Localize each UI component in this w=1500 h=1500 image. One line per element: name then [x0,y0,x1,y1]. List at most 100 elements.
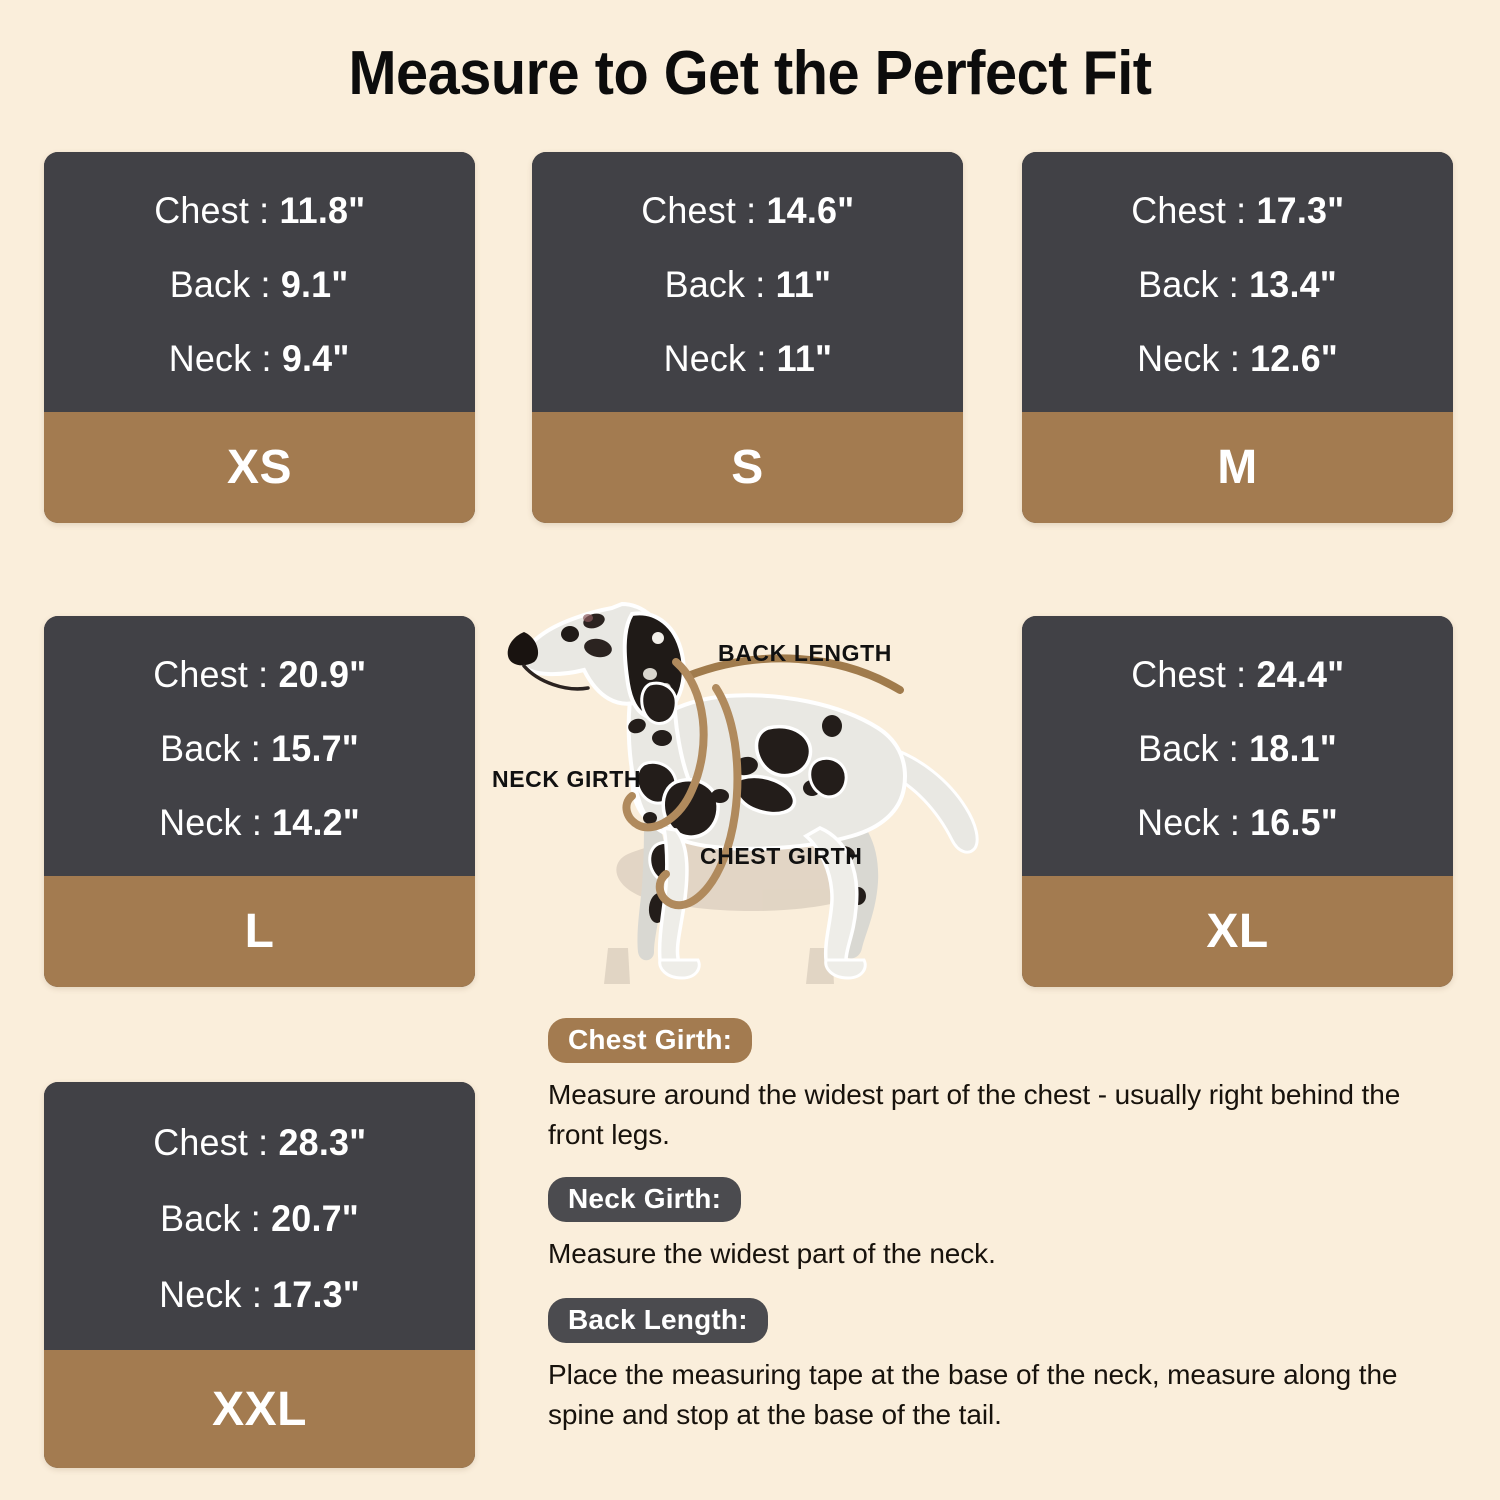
spec-neck: Neck : 9.4" [169,338,350,380]
neck-girth-loop [622,658,708,832]
spec-neck-label: Neck : [159,1274,273,1315]
spec-chest: Chest : 20.9" [153,654,366,696]
badge-back-length: Back Length: [548,1298,768,1344]
spec-neck-value: 17.3" [272,1274,360,1315]
dog-nose [507,632,539,666]
spec-neck: Neck : 12.6" [1137,338,1338,380]
spec-chest-label: Chest : [1130,654,1257,695]
spec-chest-value: 20.9" [278,654,367,695]
spec-back-label: Back : [1138,264,1250,305]
spec-chest-label: Chest : [640,190,767,231]
size-card-band: XL [1022,876,1453,987]
spec-neck-label: Neck : [1137,338,1251,379]
size-card-specs: Chest : 24.4" Back : 18.1" Neck : 16.5" [1022,616,1453,876]
instruction-text-chest-girth: Measure around the widest part of the ch… [548,1079,1401,1151]
spec-chest-value: 17.3" [1256,190,1345,231]
dog-eye [561,626,579,642]
size-card-specs: Chest : 17.3" Back : 13.4" Neck : 12.6" [1022,152,1453,412]
spec-chest-label: Chest : [152,654,279,695]
spec-back-value: 13.4" [1249,264,1337,305]
spec-neck-value: 9.4" [282,338,350,379]
size-card-xs: Chest : 11.8" Back : 9.1" Neck : 9.4" XS [44,152,475,523]
spec-back-value: 9.1" [281,264,349,305]
size-card-band: XS [44,412,475,523]
spec-back-value: 18.1" [1249,728,1337,769]
spec-chest: Chest : 28.3" [153,1122,366,1164]
spec-back: Back : 18.1" [1138,728,1337,770]
size-card-m: Chest : 17.3" Back : 13.4" Neck : 12.6" … [1022,152,1453,523]
spec-chest-value: 28.3" [278,1122,367,1163]
spec-back-label: Back : [160,1198,272,1239]
spec-back: Back : 13.4" [1138,264,1337,306]
spec-chest-label: Chest : [1130,190,1257,231]
size-card-band: L [44,876,475,987]
spec-chest: Chest : 14.6" [641,190,854,232]
size-card-specs: Chest : 20.9" Back : 15.7" Neck : 14.2" [44,616,475,876]
dog-tail [882,744,979,854]
spec-back-value: 15.7" [271,728,359,769]
spec-chest: Chest : 24.4" [1131,654,1344,696]
size-card-specs: Chest : 28.3" Back : 20.7" Neck : 17.3" [44,1082,475,1350]
size-card-label: M [1217,441,1258,494]
size-card-xl: Chest : 24.4" Back : 18.1" Neck : 16.5" … [1022,616,1453,987]
spec-back-value: 20.7" [271,1198,359,1239]
spec-neck-value: 16.5" [1250,802,1338,843]
size-card-label: XS [226,441,293,494]
size-card-xxl: Chest : 28.3" Back : 20.7" Neck : 17.3" … [44,1082,475,1468]
dog-illustration-icon [507,601,979,984]
size-card-band: M [1022,412,1453,523]
back-length-arc [684,654,904,694]
spec-chest: Chest : 17.3" [1131,190,1344,232]
size-card-band: XXL [44,1350,475,1468]
spec-chest-value: 11.8" [279,190,366,231]
spec-neck-label: Neck : [159,802,273,843]
chest-girth-loop [655,684,742,910]
spec-neck-value: 14.2" [272,802,360,843]
label-chest-girth: CHEST GIRTH [700,843,863,869]
spec-neck-label: Neck : [663,338,777,379]
instruction-text-back-length: Place the measuring tape at the base of … [548,1359,1398,1431]
spec-back: Back : 20.7" [160,1198,359,1240]
label-back-length: BACK LENGTH [718,640,892,666]
instruction-neck-girth: Neck Girth: Measure the widest part of t… [548,1176,1458,1274]
spec-back-label: Back : [160,728,272,769]
spec-neck: Neck : 11" [663,338,832,380]
spec-neck-value: 12.6" [1250,338,1338,379]
instruction-chest-girth: Chest Girth: Measure around the widest p… [548,1018,1458,1155]
page-title: Measure to Get the Perfect Fit [348,39,1152,108]
size-card-label: XL [1206,905,1269,958]
spec-neck-label: Neck : [169,338,283,379]
size-card-label: L [244,905,275,958]
spec-back-label: Back : [1138,728,1250,769]
spec-back: Back : 11" [664,264,831,306]
size-card-s: Chest : 14.6" Back : 11" Neck : 11" S [532,152,963,523]
dog-measurement-diagram [480,596,1025,996]
spec-back: Back : 15.7" [160,728,359,770]
spec-chest-value: 14.6" [766,190,855,231]
spec-chest-label: Chest : [153,190,280,231]
size-card-l: Chest : 20.9" Back : 15.7" Neck : 14.2" … [44,616,475,987]
spec-neck-value: 11" [776,338,832,379]
spec-neck: Neck : 14.2" [159,802,360,844]
spec-neck: Neck : 16.5" [1137,802,1338,844]
spec-chest-label: Chest : [152,1122,279,1163]
instruction-text-neck-girth: Measure the widest part of the neck. [548,1238,996,1270]
size-card-specs: Chest : 11.8" Back : 9.1" Neck : 9.4" [44,152,475,412]
badge-neck-girth: Neck Girth: [548,1176,742,1223]
spec-neck-label: Neck : [1137,802,1251,843]
spec-back-value: 11" [775,264,831,305]
size-card-label: S [731,441,764,494]
instruction-back-length: Back Length: Place the measuring tape at… [548,1298,1458,1435]
spec-neck: Neck : 17.3" [159,1274,360,1316]
spec-back: Back : 9.1" [170,264,349,306]
spec-chest: Chest : 11.8" [154,190,365,232]
label-neck-girth: NECK GIRTH [492,766,642,792]
size-card-band: S [532,412,963,523]
spec-chest-value: 24.4" [1256,654,1345,695]
badge-chest-girth: Chest Girth: [548,1018,753,1064]
size-card-specs: Chest : 14.6" Back : 11" Neck : 11" [532,152,963,412]
measurement-instructions: Chest Girth: Measure around the widest p… [548,1018,1458,1435]
spec-back-label: Back : [170,264,282,305]
spec-back-label: Back : [664,264,776,305]
